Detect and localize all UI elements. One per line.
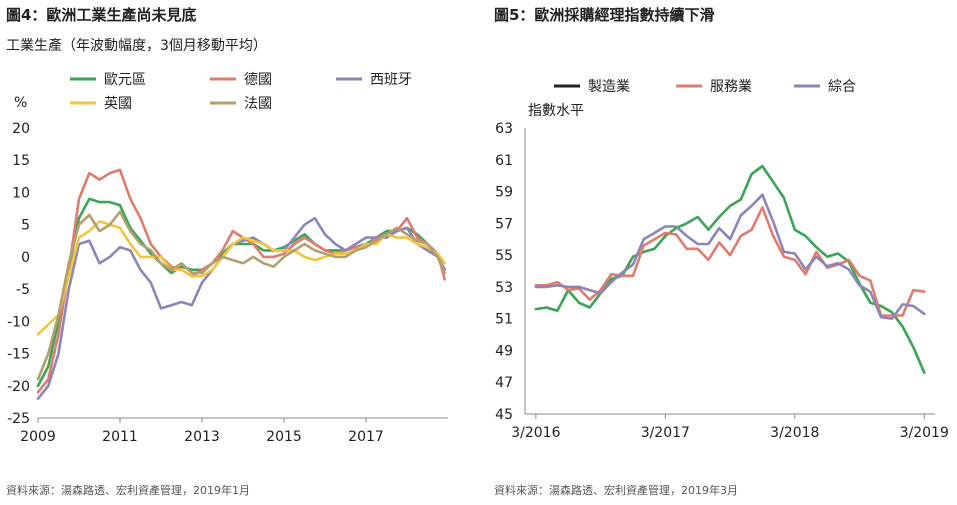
right-y-tick-label: 53 <box>495 280 513 296</box>
left-x-tick-label: 2013 <box>184 429 220 445</box>
right-y-tick-label: 51 <box>495 312 513 328</box>
left-legend-label-1: 德國 <box>244 72 272 88</box>
left-y-tick-label: 20 <box>12 121 30 137</box>
left-chart-source: 資料來源：湯森路透、宏利資產管理，2019年1月 <box>6 484 250 497</box>
left-chart-title: 圖4：歐洲工業生產尚未見底 <box>6 6 197 24</box>
left-x-tick-label: 2009 <box>20 429 56 445</box>
right-x-tick-label: 3/2018 <box>770 425 819 441</box>
right-chart-source: 資料來源：湯森路透、宏利資產管理，2019年3月 <box>494 484 738 497</box>
right-series-line-0 <box>534 164 926 375</box>
left-chart-panel: 圖4：歐洲工業生產尚未見底 工業生產（年波動幅度，3個月移動平均） % 20 15… <box>6 6 448 497</box>
right-series-line-2 <box>534 193 926 321</box>
right-y-tick-label: 57 <box>495 216 513 232</box>
right-y-tick-label: 49 <box>495 343 513 359</box>
left-y-unit: % <box>14 95 27 111</box>
right-series-line-1 <box>534 206 926 317</box>
left-y-tick-label: -10 <box>7 314 30 330</box>
right-x-tick-label: 3/2019 <box>900 425 949 441</box>
left-legend-label-0: 歐元區 <box>104 72 146 88</box>
left-chart-subtitle: 工業生產（年波動幅度，3個月移動平均） <box>6 38 267 54</box>
left-y-tick-label: 15 <box>12 153 30 169</box>
right-chart-title: 圖5：歐洲採購經理指數持續下滑 <box>494 6 715 24</box>
right-x-tick-label: 3/2016 <box>511 425 560 441</box>
left-x-tick-label: 2015 <box>266 429 302 445</box>
right-legend-label-0: 製造業 <box>588 79 630 95</box>
right-legend-label-1: 服務業 <box>710 79 752 95</box>
left-series-line-3 <box>36 220 447 336</box>
left-y-tick-label: 5 <box>21 218 30 234</box>
left-legend-label-2: 西班牙 <box>370 72 412 88</box>
left-x-tick-label: 2011 <box>102 429 138 445</box>
left-y-tick-label: -5 <box>16 282 30 298</box>
right-y-tick-label: 59 <box>495 185 513 201</box>
right-x-tick-label: 3/2017 <box>641 425 690 441</box>
right-y-tick-label: 47 <box>495 375 513 391</box>
left-legend-label-4: 法國 <box>244 96 272 112</box>
left-series-line-0 <box>36 197 447 388</box>
right-chart-svg: 指數水平 63 61 59 57 55 53 51 49 47 45 3/2016 3/2017 3/2… <box>495 79 949 441</box>
left-y-tick-label: -15 <box>7 347 30 363</box>
right-y-tick-label: 63 <box>495 121 513 137</box>
left-series-line-4 <box>36 210 447 381</box>
right-y-tick-label: 61 <box>495 153 513 169</box>
right-y-tick-label: 45 <box>495 407 513 423</box>
left-y-tick-label: 10 <box>12 185 30 201</box>
left-legend-label-3: 英國 <box>104 95 132 112</box>
left-x-tick-label: 2017 <box>348 429 384 445</box>
right-chart-panel: 圖5：歐洲採購經理指數持續下滑 指數水平 63 61 59 57 55 53 51 49 47 4… <box>488 0 957 505</box>
right-legend-label-2: 綜合 <box>828 79 856 95</box>
left-y-tick-label: -20 <box>7 379 30 395</box>
right-y-axis-label: 指數水平 <box>528 103 584 119</box>
right-y-tick-label: 55 <box>495 248 513 264</box>
left-y-tick-label: -25 <box>7 411 30 427</box>
left-y-tick-label: 0 <box>21 250 30 266</box>
